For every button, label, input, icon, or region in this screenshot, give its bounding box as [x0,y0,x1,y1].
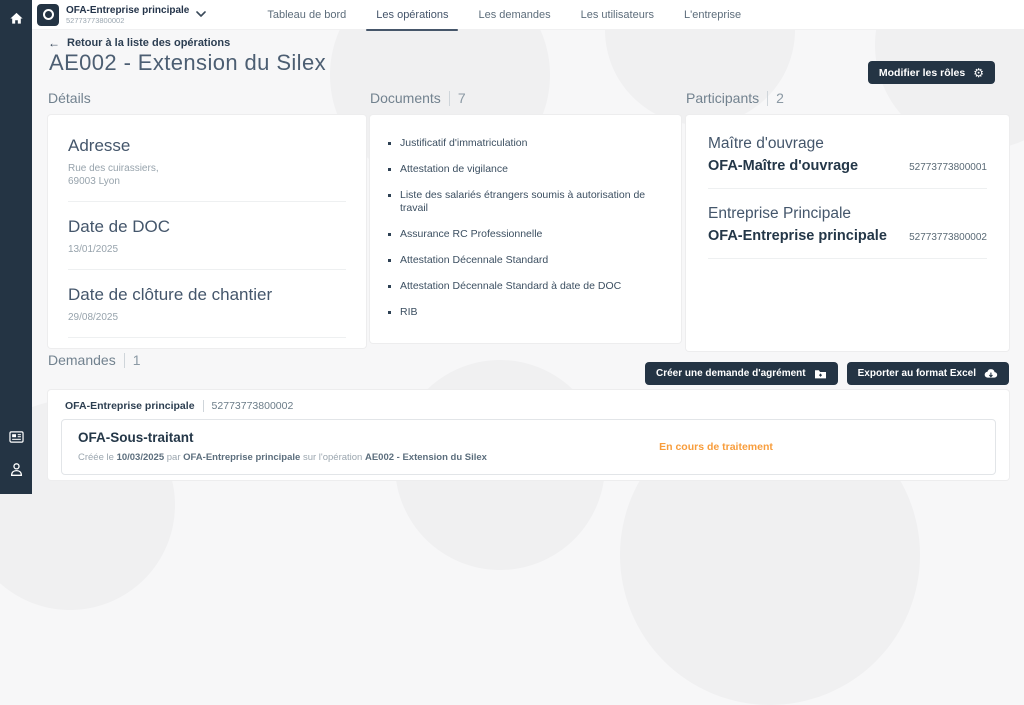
demandes-card: OFA-Entreprise principale 52773773800002… [48,390,1009,480]
demandes-actions: Créer une demande d'agrément Exporter au… [644,362,1009,385]
home-icon[interactable] [7,9,25,27]
participants-section: Participants 2 Maître d'ouvrage OFA-Maît… [686,90,1009,351]
participants-count: 2 [776,90,784,106]
bullet-icon [388,284,391,288]
details-section: Détails Adresse Rue des cuirassiers, 690… [48,90,366,348]
demandes-count: 1 [132,352,141,368]
bullet-icon [388,141,391,145]
detail-label: Date de clôture de chantier [68,285,273,304]
tab-les-operations[interactable]: Les opérations [361,0,463,31]
logo-ring [42,9,54,20]
documents-count: 7 [457,90,466,106]
modify-roles-button[interactable]: Modifier les rôles ⚙ [867,61,995,84]
documents-section: Documents 7 Justificatif d'immatriculati… [370,90,681,343]
page-title: AE002 - Extension du Silex [49,50,326,75]
gear-icon: ⚙ [973,65,984,80]
documents-list: Justificatif d'immatriculation Attestati… [388,130,663,325]
detail-value: 13/01/2025 [68,244,119,255]
export-excel-label: Exporter au format Excel [857,368,976,379]
create-request-button[interactable]: Créer une demande d'agrément [644,362,838,385]
document-item[interactable]: Attestation de vigilance [388,156,663,182]
request-status-badge: En cours de traitement [659,441,773,453]
news-icon[interactable] [7,428,25,446]
tab-les-utilisateurs[interactable]: Les utilisateurs [580,8,654,21]
participant-name: OFA-Maître d'ouvrage [708,158,859,174]
tab-l-entreprise[interactable]: L'entreprise [684,8,742,21]
detail-value: 29/08/2025 [68,312,119,323]
participant-row: Entreprise Principale OFA-Entreprise pri… [708,189,987,259]
heading-divider [448,90,450,106]
main-nav: Tableau de bord Les opérations Les deman… [252,0,756,31]
participant-siret: 52773773800001 [909,162,987,173]
detail-field-date-doc: Date de DOC 13/01/2025 [68,202,346,270]
request-meta: Créée le 10/03/2025 par OFA-Entreprise p… [78,452,487,463]
participant-row: Maître d'ouvrage OFA-Maître d'ouvrage 52… [708,119,987,189]
request-title: OFA-Sous-traitant [78,430,194,445]
company-name: OFA-Entreprise principale [66,4,190,16]
company-logo [37,3,59,26]
folder-add-icon [814,370,826,379]
heading-divider [767,90,769,106]
document-item[interactable]: Attestation Décennale Standard [388,247,663,273]
cloud-export-icon [984,369,998,378]
bullet-icon [388,310,391,314]
bullet-icon [388,193,391,197]
demandes-heading: Demandes 1 [48,352,141,368]
bullet-icon [388,258,391,262]
participant-role: Maître d'ouvrage [708,135,824,152]
group-company-name: OFA-Entreprise principale [65,400,195,412]
back-link[interactable]: ← Retour à la liste des opérations [48,36,230,50]
group-company-siret: 52773773800002 [211,400,294,412]
heading-divider [202,400,204,412]
back-arrow-icon: ← [48,36,60,50]
request-created-date: 10/03/2025 [116,452,165,463]
tab-les-demandes[interactable]: Les demandes [478,8,551,21]
top-navbar: OFA-Entreprise principale 52773773800002… [32,0,1024,31]
create-request-label: Créer une demande d'agrément [655,368,806,379]
document-item[interactable]: Justificatif d'immatriculation [388,130,663,156]
demandes-group-header: OFA-Entreprise principale 52773773800002 [65,400,996,412]
participants-card: Maître d'ouvrage OFA-Maître d'ouvrage 52… [686,115,1009,351]
modify-roles-label: Modifier les rôles [878,66,966,79]
bullet-icon [388,232,391,236]
export-excel-button[interactable]: Exporter au format Excel [846,362,1009,385]
company-siret: 52773773800002 [66,15,125,25]
detail-label: Adresse [68,136,131,155]
document-item[interactable]: Assurance RC Professionnelle [388,221,663,247]
request-operation: AE002 - Extension du Silex [364,452,487,463]
documents-heading: Documents 7 [370,90,466,106]
chevron-down-icon [196,11,207,17]
user-icon[interactable] [7,460,25,478]
detail-field-adresse: Adresse Rue des cuirassiers, 69003 Lyon [68,121,346,202]
participant-role: Entreprise Principale [708,205,852,222]
detail-label: Date de DOC [68,217,171,236]
request-card[interactable]: OFA-Sous-traitant Créée le 10/03/2025 pa… [61,419,996,475]
participants-heading: Participants 2 [686,90,784,106]
detail-value: Rue des cuirassiers, 69003 Lyon [68,163,159,187]
request-created-by: OFA-Entreprise principale [183,452,301,463]
left-sidebar [0,0,32,494]
document-item[interactable]: Attestation Décennale Standard à date de… [388,273,663,299]
back-link-label: Retour à la liste des opérations [67,37,231,49]
document-item[interactable]: Liste des salariés étrangers soumis à au… [388,182,663,221]
heading-divider [123,352,125,368]
documents-card: Justificatif d'immatriculation Attestati… [370,115,681,343]
participant-siret: 52773773800002 [909,232,987,243]
detail-field-cloture: Date de clôture de chantier 29/08/2025 [68,270,346,338]
bullet-icon [388,167,391,171]
details-heading: Détails [48,90,91,106]
document-item[interactable]: RIB [388,299,663,325]
participant-name: OFA-Entreprise principale [708,228,887,244]
details-card: Adresse Rue des cuirassiers, 69003 Lyon … [48,115,366,348]
tab-tableau-de-bord[interactable]: Tableau de bord [267,8,347,21]
company-switcher[interactable]: OFA-Entreprise principale 52773773800002 [32,0,218,30]
